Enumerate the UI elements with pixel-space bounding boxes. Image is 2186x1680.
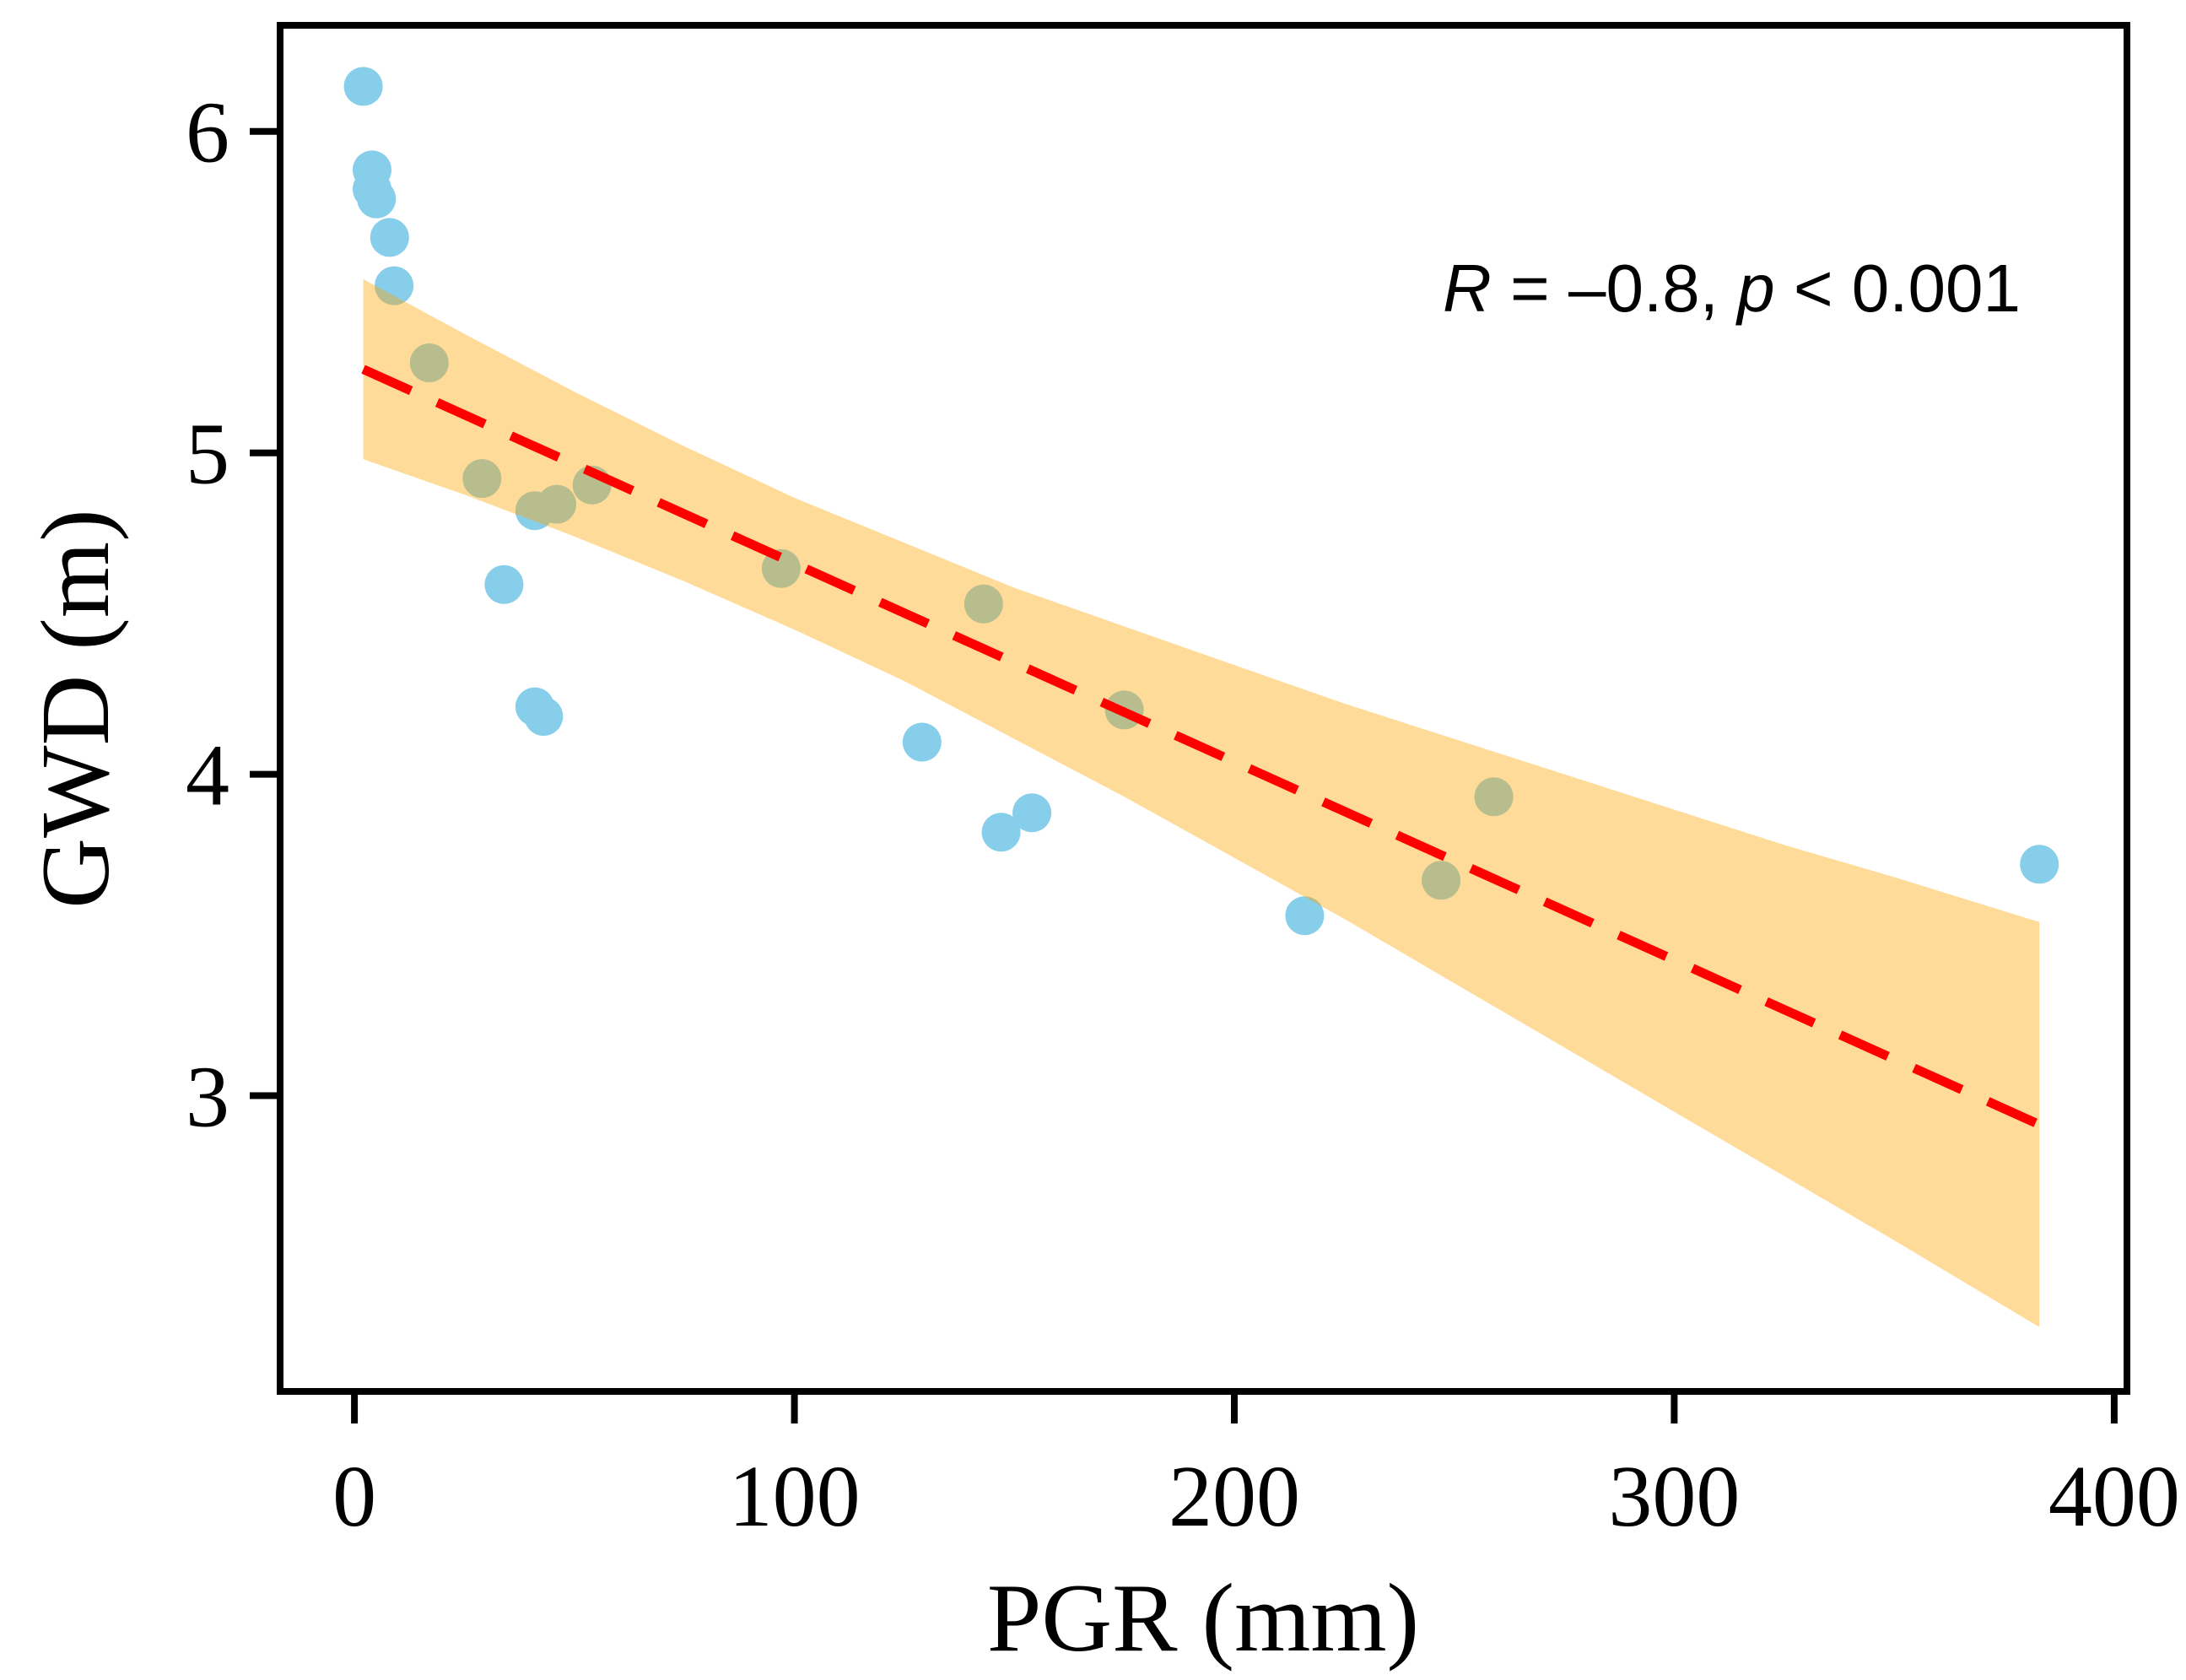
y-tick-label: 6	[186, 84, 229, 181]
data-point	[357, 179, 397, 219]
x-tick-label: 300	[1608, 1448, 1740, 1545]
x-axis-ticks: 0 100 200 300 400	[332, 1391, 2180, 1545]
x-tick-label: 200	[1169, 1448, 1300, 1545]
data-point	[1422, 861, 1461, 900]
data-point	[1012, 793, 1052, 833]
x-tick-label: 0	[332, 1448, 376, 1545]
data-point	[375, 266, 414, 305]
data-points	[343, 67, 2059, 936]
data-point	[963, 584, 1003, 624]
data-point	[370, 218, 409, 257]
data-point	[484, 565, 524, 604]
data-point	[2020, 845, 2059, 884]
p-symbol: p	[1735, 251, 1775, 326]
data-point	[761, 548, 801, 588]
plot-frame	[277, 22, 2130, 1395]
x-tick-label: 400	[2048, 1448, 2180, 1545]
data-point	[409, 343, 449, 382]
y-tick-label: 3	[186, 1049, 229, 1146]
data-point	[537, 484, 576, 524]
y-tick-label: 4	[186, 727, 229, 824]
data-point	[902, 722, 942, 762]
r-symbol: R	[1443, 251, 1492, 326]
data-point	[981, 813, 1021, 852]
correlation-annotation: R = –0.8, p < 0.001	[1443, 251, 2021, 326]
data-point	[1285, 896, 1325, 936]
x-axis-label: PGR (mm)	[987, 1564, 1419, 1672]
data-point	[462, 459, 502, 499]
y-axis-label: GWD (m)	[22, 509, 130, 909]
x-tick-label: 100	[729, 1448, 861, 1545]
data-point	[343, 67, 383, 106]
confidence-band	[363, 278, 2040, 1327]
p-value: < 0.001	[1775, 251, 2021, 326]
data-point	[1474, 777, 1514, 817]
data-point	[524, 697, 564, 736]
r-value: = –0.8,	[1492, 251, 1737, 326]
y-axis-ticks: 3 4 5 6	[186, 84, 280, 1146]
regression-line	[361, 365, 2042, 1129]
y-tick-label: 5	[186, 406, 229, 503]
